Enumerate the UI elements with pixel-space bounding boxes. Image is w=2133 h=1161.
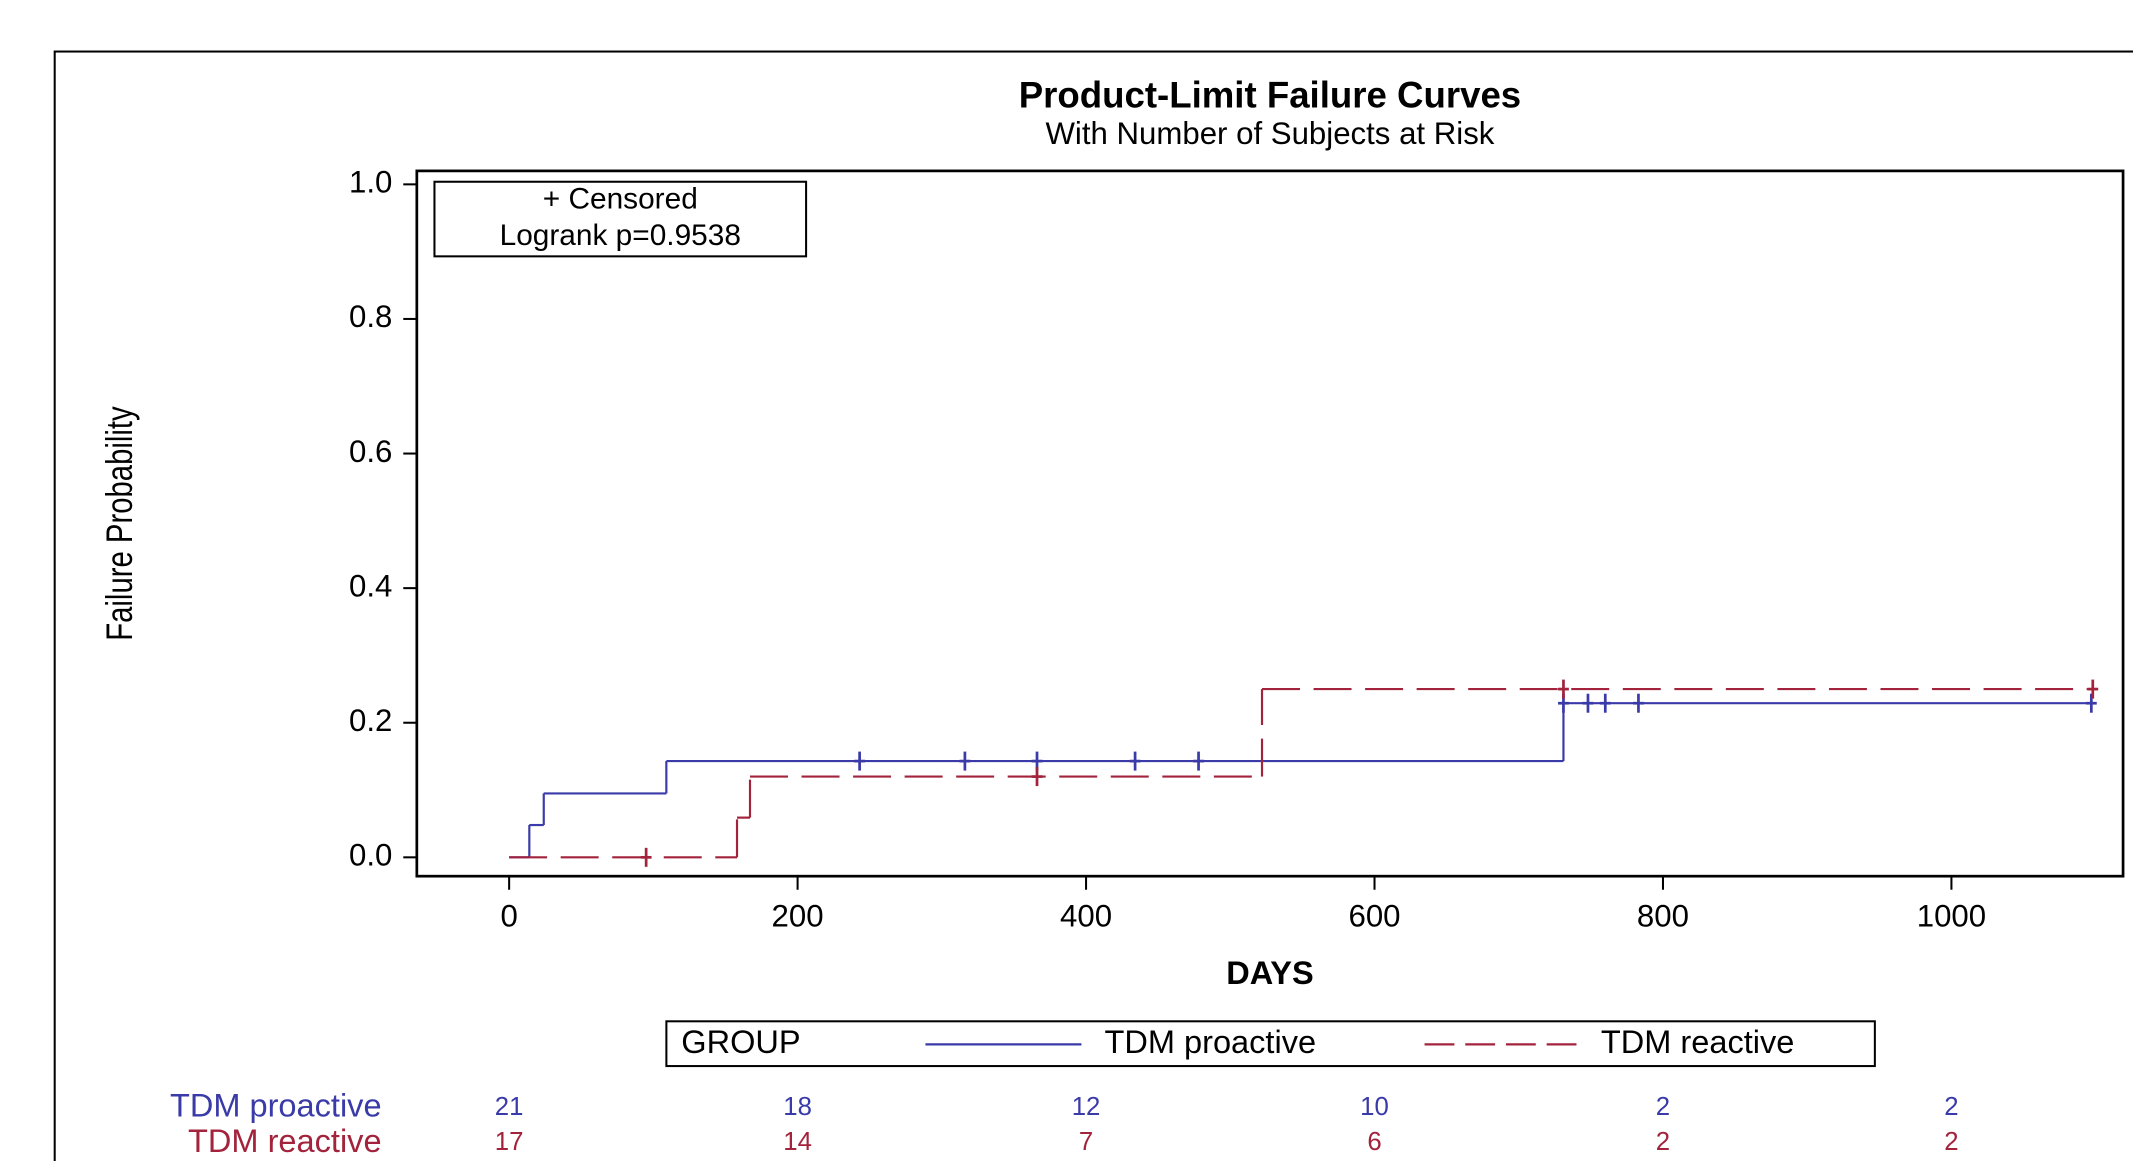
risk-count: 2 bbox=[1656, 1128, 1670, 1156]
risk-count: 17 bbox=[495, 1128, 524, 1156]
censor-mark bbox=[1031, 767, 1043, 787]
inset-logrank: Logrank p=0.9538 bbox=[500, 219, 741, 252]
risk-count: 2 bbox=[1944, 1093, 1958, 1121]
risk-count: 14 bbox=[783, 1128, 812, 1156]
risk-count: 7 bbox=[1079, 1128, 1093, 1156]
x-tick-label: 200 bbox=[772, 898, 824, 933]
legend-box bbox=[665, 1020, 1876, 1068]
y-tick-label: 1.0 bbox=[349, 165, 392, 200]
risk-row-label: TDM reactive bbox=[188, 1123, 382, 1159]
y-tick-label: 0.4 bbox=[349, 568, 392, 603]
legend-title: GROUP bbox=[681, 1024, 800, 1060]
risk-count: 21 bbox=[495, 1093, 524, 1121]
page-frame bbox=[53, 50, 2133, 1161]
risk-count: 10 bbox=[1360, 1093, 1389, 1121]
censor-mark bbox=[640, 847, 652, 867]
x-tick-label: 600 bbox=[1348, 898, 1400, 933]
risk-row-label: TDM proactive bbox=[170, 1088, 382, 1124]
censor-mark bbox=[2085, 693, 2097, 713]
censor-mark bbox=[959, 751, 971, 771]
x-tick-label: 400 bbox=[1060, 898, 1112, 933]
x-axis-label: DAYS bbox=[1226, 955, 1313, 991]
risk-count: 12 bbox=[1072, 1093, 1101, 1121]
censor-mark bbox=[2087, 679, 2099, 699]
x-tick-label: 800 bbox=[1637, 898, 1689, 933]
x-tick-label: 0 bbox=[500, 898, 517, 933]
legend-label: TDM reactive bbox=[1601, 1024, 1795, 1060]
x-tick-label: 1000 bbox=[1917, 898, 1986, 933]
risk-count: 2 bbox=[1656, 1093, 1670, 1121]
plot-frame bbox=[415, 169, 2125, 878]
chart-subtitle: With Number of Subjects at Risk bbox=[1045, 116, 1494, 151]
y-tick-label: 0.8 bbox=[349, 299, 392, 334]
censor-mark bbox=[1633, 693, 1644, 713]
y-tick-label: 0.6 bbox=[349, 434, 392, 469]
risk-count: 18 bbox=[783, 1093, 812, 1121]
censor-mark bbox=[1599, 693, 1611, 713]
censor-mark bbox=[1193, 751, 1204, 771]
risk-count: 6 bbox=[1367, 1128, 1381, 1156]
legend-label: TDM proactive bbox=[1104, 1024, 1316, 1060]
censor-mark bbox=[1129, 751, 1141, 771]
y-tick-label: 0.2 bbox=[349, 703, 392, 738]
chart-title: Product-Limit Failure Curves bbox=[1019, 74, 1521, 115]
risk-count: 2 bbox=[1944, 1128, 1958, 1156]
censor-mark bbox=[1558, 679, 1569, 699]
censor-mark bbox=[1582, 693, 1594, 713]
y-axis-label: Failure Probability bbox=[100, 406, 141, 641]
censor-mark bbox=[854, 751, 866, 771]
inset-censored: + Censored bbox=[543, 183, 698, 216]
inset-box bbox=[433, 180, 808, 258]
y-tick-label: 0.0 bbox=[349, 838, 392, 873]
